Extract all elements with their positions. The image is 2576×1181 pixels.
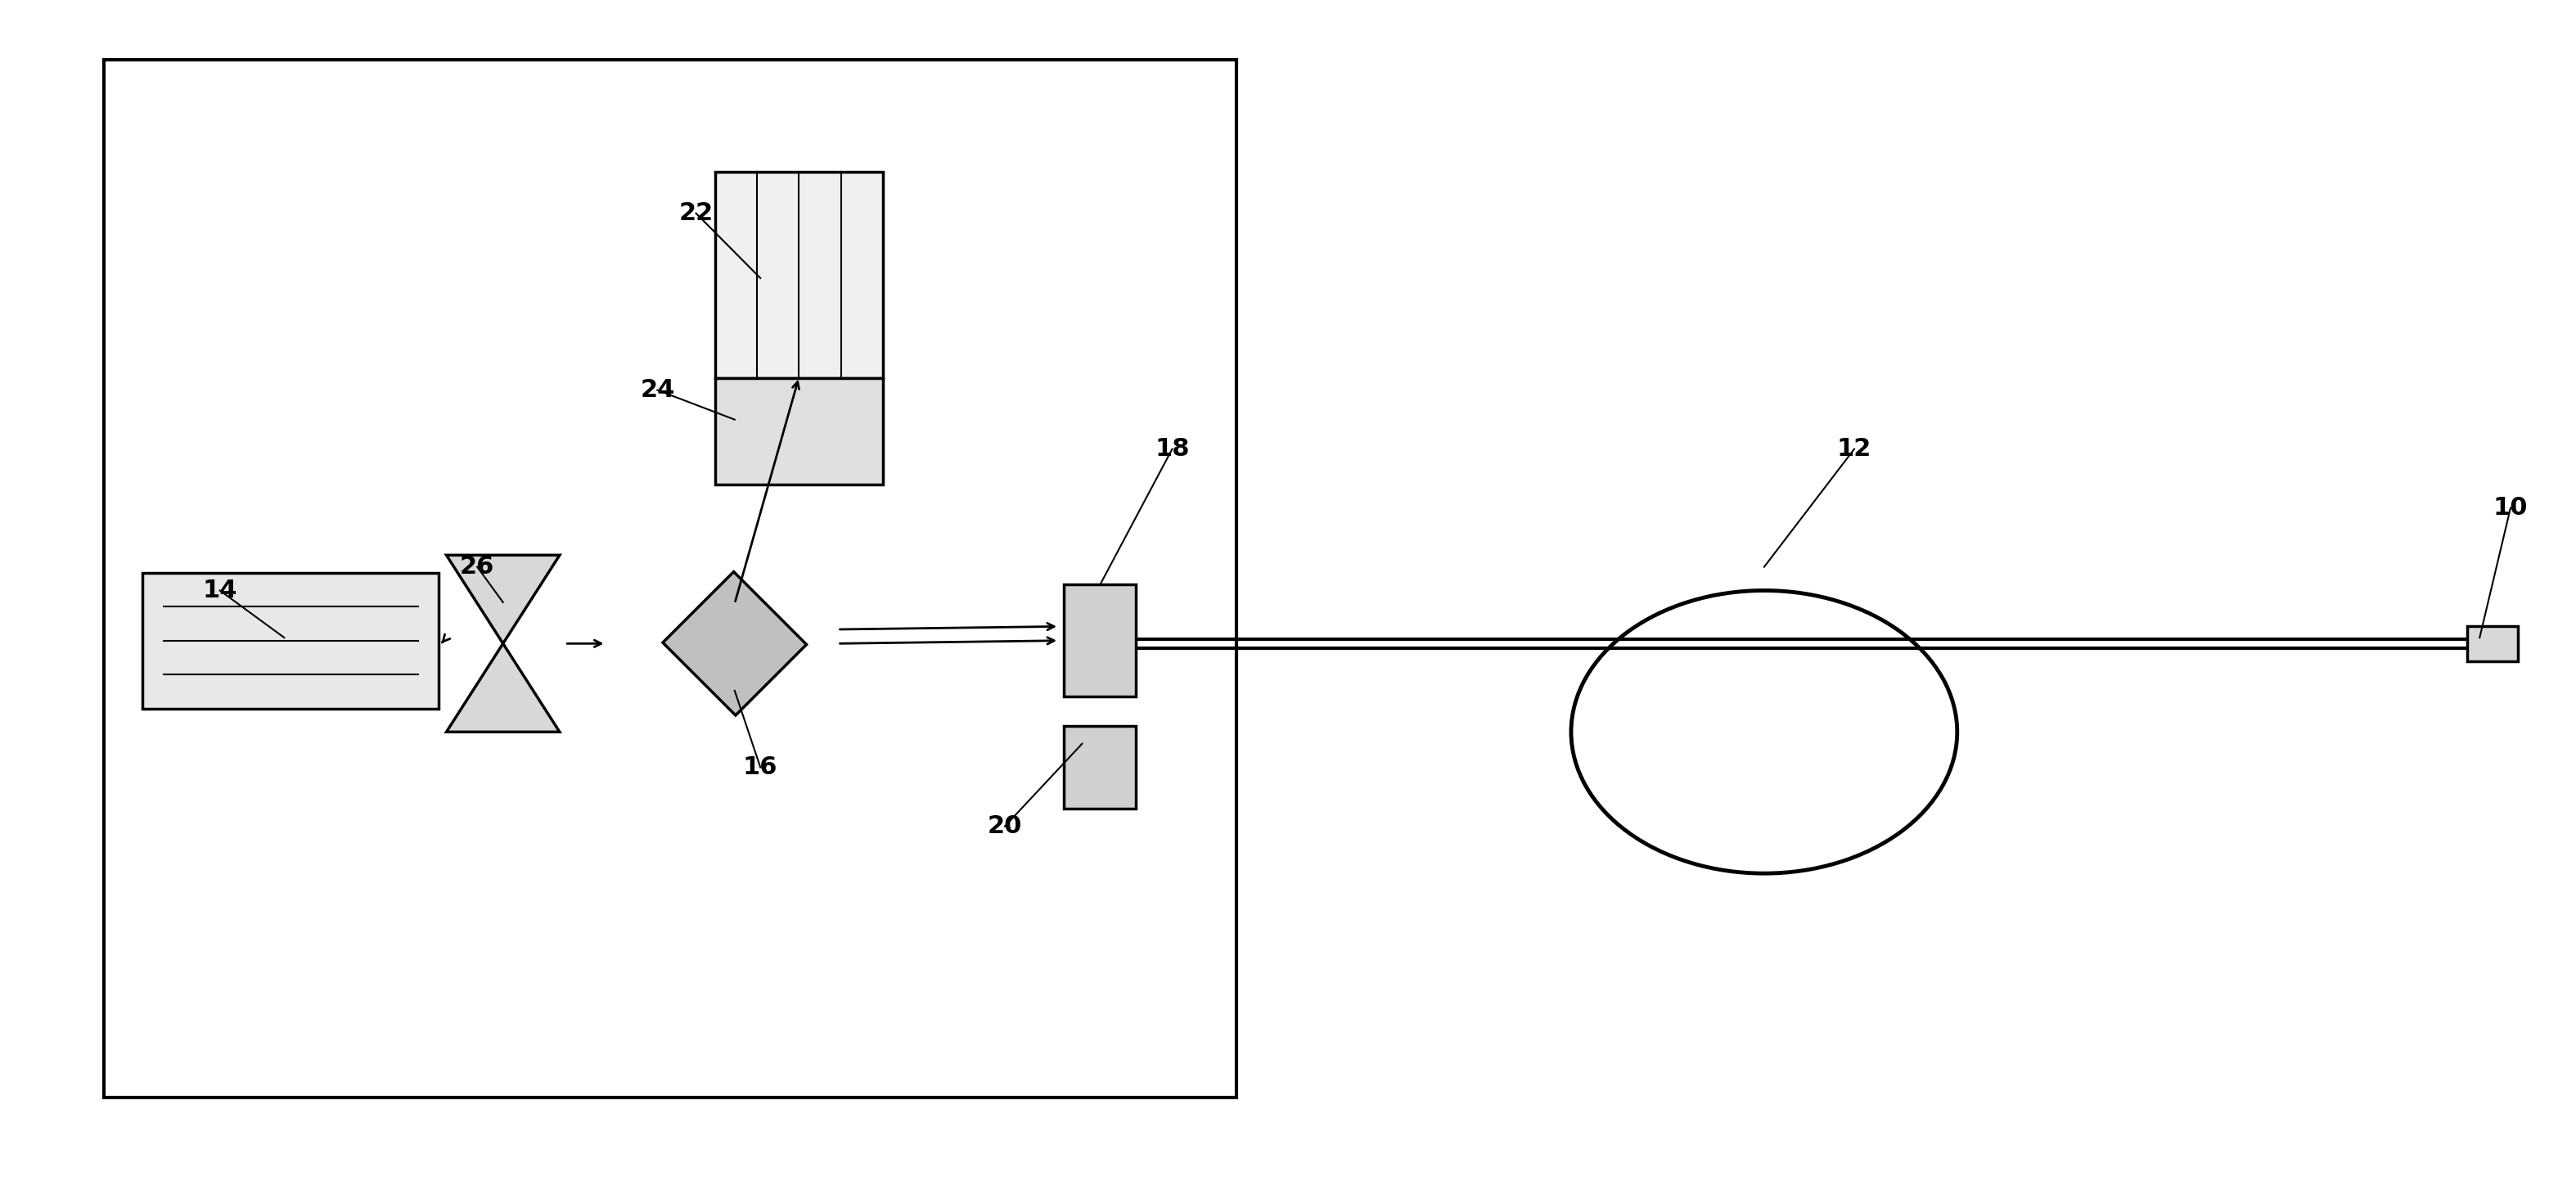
Bar	[1064, 585, 1136, 697]
Bar	[1064, 726, 1136, 809]
Text: 26: 26	[461, 555, 495, 579]
Bar	[716, 172, 884, 378]
Polygon shape	[446, 555, 559, 644]
Text: 16: 16	[742, 756, 778, 779]
Text: 12: 12	[1837, 437, 1873, 461]
Polygon shape	[662, 572, 806, 716]
Text: 22: 22	[677, 202, 714, 226]
Text: 20: 20	[987, 815, 1023, 839]
Bar	[2468, 626, 2519, 661]
Polygon shape	[446, 644, 559, 732]
Bar	[716, 378, 884, 484]
Text: 14: 14	[204, 579, 237, 602]
Text: 18: 18	[1154, 437, 1190, 461]
Bar	[103, 60, 1236, 1097]
Text: 10: 10	[2494, 496, 2527, 520]
Bar	[142, 573, 438, 709]
Text: 24: 24	[639, 378, 675, 402]
